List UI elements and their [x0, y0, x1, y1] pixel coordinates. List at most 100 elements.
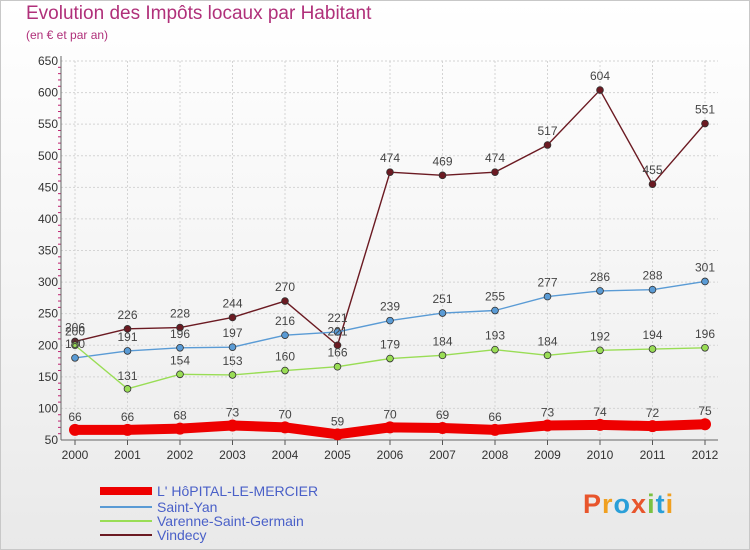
- data-point: [543, 141, 552, 149]
- x-tick-label: 2004: [272, 448, 299, 462]
- data-label: 193: [485, 329, 505, 343]
- data-point: [648, 285, 657, 294]
- data-label: 153: [222, 354, 242, 368]
- data-point: [596, 346, 604, 355]
- data-point: [386, 168, 394, 176]
- data-point: [648, 345, 657, 353]
- data-label: 517: [537, 124, 557, 138]
- data-point: [543, 351, 552, 360]
- data-label: 75: [698, 404, 712, 418]
- data-point: [491, 306, 499, 315]
- data-label: 216: [275, 314, 295, 328]
- y-tick-label: 150: [38, 370, 58, 384]
- data-point: [489, 423, 501, 436]
- data-label: 68: [173, 409, 187, 423]
- data-label: 179: [380, 338, 400, 352]
- data-point: [436, 421, 449, 434]
- data-point: [541, 419, 554, 432]
- data-point: [543, 292, 552, 301]
- x-tick-label: 2000: [62, 448, 89, 462]
- data-label: 166: [327, 346, 347, 360]
- data-point: [438, 309, 447, 317]
- data-point: [71, 341, 79, 350]
- chart-title: Evolution des Impôts locaux par Habitant: [26, 3, 372, 24]
- data-point: [228, 313, 237, 322]
- data-label: 70: [383, 407, 397, 421]
- y-tick-label: 350: [38, 244, 58, 258]
- data-label: 228: [170, 307, 190, 321]
- y-tick-label: 50: [45, 433, 59, 447]
- data-label: 474: [380, 151, 400, 165]
- logo-letter: t: [655, 489, 666, 519]
- data-label: 221: [327, 311, 347, 325]
- data-label: 206: [65, 320, 85, 334]
- data-label: 196: [695, 327, 715, 341]
- data-label: 196: [170, 327, 190, 341]
- x-tick-label: 2008: [482, 448, 509, 462]
- data-point: [333, 362, 342, 371]
- data-point: [123, 325, 132, 333]
- legend-swatch: [100, 487, 152, 495]
- data-label: 200: [65, 324, 85, 338]
- data-point: [438, 351, 447, 360]
- data-label: 455: [642, 163, 662, 177]
- data-label: 184: [432, 334, 452, 348]
- data-label: 154: [170, 353, 190, 367]
- data-point: [279, 421, 291, 434]
- x-tick-label: 2012: [692, 448, 719, 462]
- data-point: [438, 171, 447, 180]
- y-tick-label: 450: [38, 180, 58, 194]
- data-point: [701, 343, 709, 352]
- data-point: [281, 366, 289, 375]
- data-point: [228, 343, 237, 351]
- x-tick-label: 2009: [534, 448, 561, 462]
- data-label: 73: [541, 405, 555, 419]
- x-tick-label: 2006: [377, 448, 404, 462]
- legend-label: Saint-Yan: [157, 499, 218, 515]
- data-label: 255: [485, 290, 505, 304]
- data-label: 270: [275, 280, 295, 294]
- data-label: 184: [537, 334, 557, 348]
- data-label: 160: [275, 350, 295, 364]
- x-tick-label: 2007: [429, 448, 456, 462]
- data-point: [646, 420, 659, 433]
- data-point: [701, 119, 709, 128]
- data-label: 66: [68, 410, 82, 424]
- legend-swatch: [100, 534, 152, 536]
- y-tick-label: 600: [38, 86, 58, 100]
- y-tick-label: 650: [38, 54, 58, 68]
- logo-letter: i: [647, 489, 656, 519]
- data-point: [491, 345, 499, 354]
- y-tick-label: 100: [38, 401, 58, 415]
- data-label: 191: [117, 330, 137, 344]
- data-label: 244: [222, 296, 242, 310]
- logo-letter: i: [665, 489, 675, 519]
- data-point: [226, 419, 239, 432]
- data-label: 72: [646, 406, 660, 420]
- logo-letter: P: [583, 489, 603, 519]
- data-label: 604: [590, 69, 610, 83]
- data-point: [333, 328, 342, 336]
- data-point: [228, 371, 237, 379]
- data-point: [123, 385, 132, 393]
- data-point: [121, 423, 134, 436]
- data-label: 70: [278, 407, 292, 421]
- data-point: [596, 287, 604, 295]
- data-label: 192: [590, 329, 610, 343]
- data-point: [174, 422, 186, 435]
- x-tick-label: 2010: [587, 448, 614, 462]
- data-label: 59: [331, 414, 345, 428]
- data-label: 286: [590, 270, 610, 284]
- data-point: [123, 347, 132, 355]
- data-label: 277: [537, 276, 557, 290]
- data-point: [331, 428, 344, 441]
- data-point: [176, 323, 184, 332]
- data-label: 551: [695, 103, 715, 117]
- x-tick-label: 2002: [167, 448, 194, 462]
- data-point: [176, 370, 184, 379]
- x-tick-label: 2011: [640, 448, 666, 462]
- legend-swatch: [100, 506, 152, 508]
- data-point: [491, 168, 499, 176]
